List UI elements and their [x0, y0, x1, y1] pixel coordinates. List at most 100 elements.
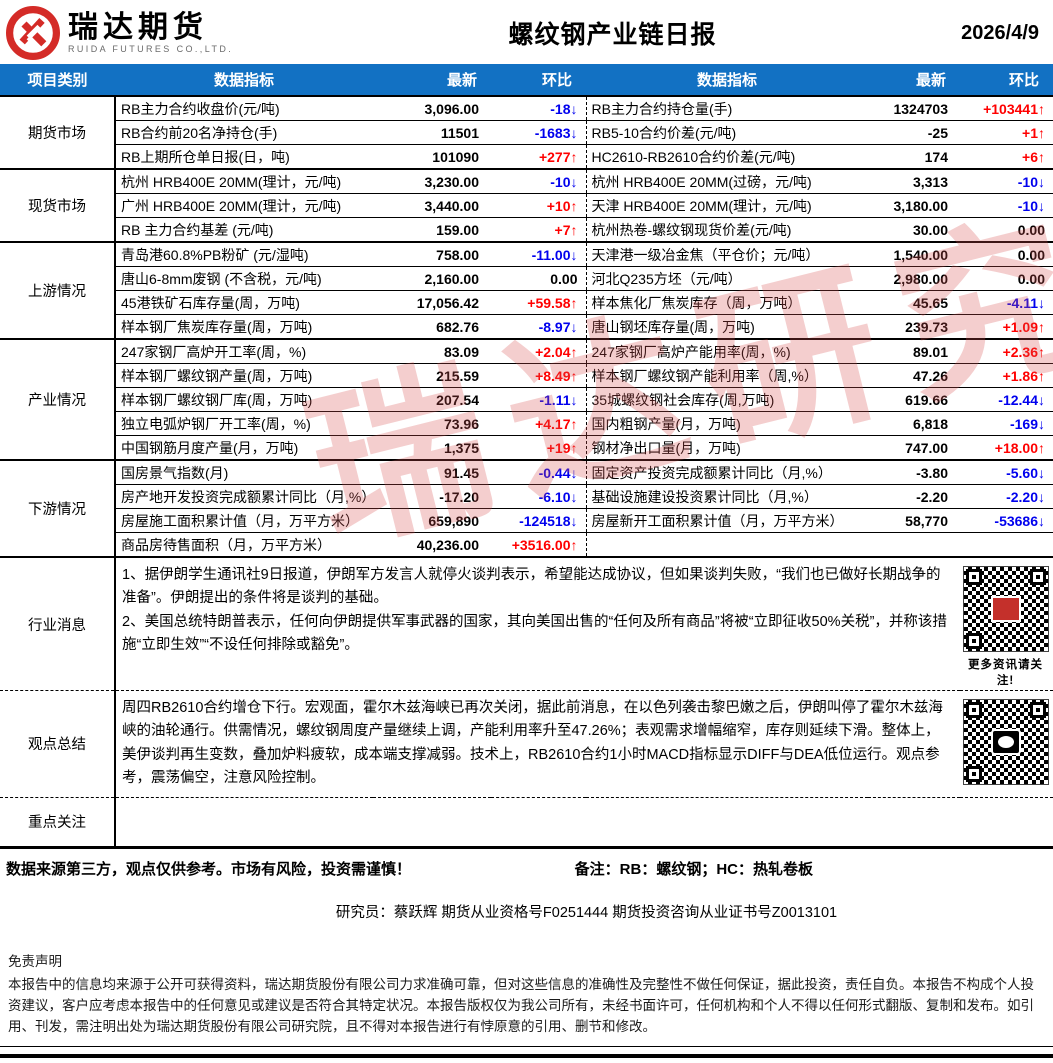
indicator-label: 广州 HRB400E 20MM(理计，元/吨) [115, 193, 373, 218]
indicator-label: RB合约前20名净持仓(手) [115, 120, 373, 145]
latest-value: -17.20 [373, 484, 491, 509]
latest-value: 30.00 [868, 217, 960, 243]
report-header: 瑞达期货 RUIDA FUTURES CO.,LTD. 螺纹钢产业链日报 202… [0, 0, 1053, 64]
latest-value: 91.45 [373, 459, 491, 485]
mom-change: 0.00 [491, 266, 586, 291]
abbrev-note: 备注：RB：螺纹钢；HC：热轧卷板 [574, 860, 813, 878]
latest-value: 45.65 [868, 290, 960, 315]
table-row: 45港铁矿石库存量(周，万吨) 17,056.42 +59.58↑ 样本焦化厂焦炭库存… [0, 290, 1053, 315]
footnote: 数据来源第三方，观点仅供参考。市场有风险，投资需谨慎！ 备注：RB：螺纹钢；HC… [0, 849, 1053, 879]
qr-code-icon [960, 697, 1051, 787]
indicator-label: 青岛港60.8%PB粉矿 (元/湿吨) [115, 241, 373, 267]
table-row: RB合约前20名净持仓(手) 11501 -1683↓ RB5-10合约价差(元/吨)… [0, 120, 1053, 145]
indicator-label: 房屋施工面积累计值（月，万平方米） [115, 508, 373, 533]
latest-value: 58,770 [868, 508, 960, 533]
company-logo: 瑞达期货 RUIDA FUTURES CO.,LTD. [6, 6, 336, 60]
key-focus-content [115, 796, 1053, 849]
mom-change: +18.00↑ [960, 435, 1053, 461]
latest-value: 207.54 [373, 387, 491, 412]
mom-change: +7↑ [491, 217, 586, 243]
mom-change: 0.00 [960, 217, 1053, 243]
table-row: 房产地开发投资完成额累计同比（月,%） -17.20 -6.10↓ 基础设施建设投资累… [0, 484, 1053, 509]
mom-change: 0.00 [960, 241, 1053, 267]
indicator-label: 样本钢厂焦炭库存量(周，万吨) [115, 314, 373, 340]
table-row: 唐山6-8mm废钢 (不含税，元/吨) 2,160.00 0.00 河北Q235方坯（… [0, 266, 1053, 291]
mom-change: -6.10↓ [491, 484, 586, 509]
indicator-label: 样本焦化厂焦炭库存（周，万吨） [585, 290, 868, 315]
table-row: 下游情况 国房景气指数(月) 91.45 -0.44↓ 固定资产投资完成额累计同比（月,… [0, 459, 1053, 557]
mom-change: -1.11↓ [491, 387, 586, 412]
category-cell: 观点总结 [0, 690, 116, 798]
mom-change: -169↓ [960, 411, 1053, 436]
latest-value: 215.59 [373, 363, 491, 388]
researcher-line: 研究员：蔡跃辉 期货从业资格号F0251444 期货投资咨询从业证书号Z0013… [335, 904, 838, 921]
mom-change: +19↑ [491, 435, 586, 461]
mom-change: +8.49↑ [491, 363, 586, 388]
mom-change: -10↓ [960, 193, 1053, 218]
mom-change: -0.44↓ [491, 459, 586, 485]
mom-change: +59.58↑ [491, 290, 586, 315]
latest-value: 101090 [373, 144, 491, 170]
latest-value: 758.00 [373, 241, 491, 267]
indicator-label: 唐山钢坯库存量(周，万吨) [585, 314, 868, 340]
latest-value: 3,096.00 [373, 95, 491, 121]
mom-change: -18↓ [491, 95, 586, 121]
latest-value: 6,818 [868, 411, 960, 436]
indicator-label: 钢材净出口量(月，万吨) [585, 435, 868, 461]
category-cell: 重点关注 [0, 796, 116, 849]
col-category: 项目类别 [0, 64, 115, 96]
mom-change: -5.60↓ [960, 459, 1053, 485]
mom-change: +10↑ [491, 193, 586, 218]
category-cell: 现货市场 [0, 168, 116, 242]
latest-value: 174 [868, 144, 960, 170]
latest-value: 239.73 [868, 314, 960, 340]
indicator-label: 样本钢厂螺纹钢产量(周，万吨) [115, 363, 373, 388]
latest-value: 89.01 [868, 338, 960, 364]
latest-value: 3,313 [868, 168, 960, 194]
indicator-label: 基础设施建设投资累计同比（月,%） [585, 484, 868, 509]
mom-change: +1↑ [960, 120, 1053, 145]
risk-note: 数据来源第三方，观点仅供参考。市场有风险，投资需谨慎！ [6, 860, 412, 878]
mom-change: -1683↓ [491, 120, 586, 145]
qr-code-icon [960, 564, 1051, 654]
col-indicator-left: 数据指标 [115, 64, 373, 96]
category-cell: 行业消息 [0, 556, 116, 691]
latest-value: 659,890 [373, 508, 491, 533]
indicator-label: 唐山6-8mm废钢 (不含税，元/吨) [115, 266, 373, 291]
disclaimer-title: 免责声明 [8, 953, 62, 969]
indicator-label: 国房景气指数(月) [115, 459, 373, 485]
category-cell: 期货市场 [0, 95, 116, 169]
mom-change: 0.00 [960, 266, 1053, 291]
latest-value: 2,160.00 [373, 266, 491, 291]
latest-value: 1,540.00 [868, 241, 960, 267]
latest-value: -2.20 [868, 484, 960, 509]
viewpoint-text: 周四RB2610合约增仓下行。宏观面，霍尔木兹海峡已再次关闭，据此前消息，在以色… [115, 690, 960, 798]
indicator-label: 样本钢厂螺纹钢厂库(周，万吨) [115, 387, 373, 412]
table-row: 样本钢厂螺纹钢产量(周，万吨) 215.59 +8.49↑ 样本钢厂螺纹钢产能利用率（… [0, 363, 1053, 388]
indicator-label: 国内粗钢产量(月，万吨) [585, 411, 868, 436]
col-latest-left: 最新 [373, 64, 491, 96]
table-row: 商品房待售面积（月，万平方米） 40,236.00 +3516.00↑ [0, 532, 1053, 558]
mom-change: -8.97↓ [491, 314, 586, 340]
mom-change: -10↓ [491, 168, 586, 194]
latest-value: 40,236.00 [373, 532, 491, 558]
table-row: 独立电弧炉钢厂开工率(周，%) 73.96 +4.17↑ 国内粗钢产量(月，万吨) 6,… [0, 411, 1053, 436]
latest-value: 11501 [373, 120, 491, 145]
table-row: 期货市场 RB主力合约收盘价(元/吨) 3,096.00 -18↓ RB主力合约持仓量(… [0, 95, 1053, 169]
indicator-label: 固定资产投资完成额累计同比（月,%） [585, 459, 868, 485]
table-header-row: 项目类别 数据指标 最新 环比 数据指标 最新 环比 [0, 64, 1053, 96]
key-focus-row: 重点关注 [0, 796, 1053, 849]
report-table-special: 行业消息 1、据伊朗学生通讯社9日报道，伊朗军方发言人就停火谈判表示，希望能达成… [0, 556, 1053, 849]
latest-value: 1,375 [373, 435, 491, 461]
company-name: 瑞达期货 [68, 10, 208, 44]
table-row: 样本钢厂螺纹钢厂库(周，万吨) 207.54 -1.11↓ 35城螺纹钢社会库存(周,… [0, 387, 1053, 412]
mom-change: -53686↓ [960, 508, 1053, 533]
indicator-label: RB5-10合约价差(元/吨) [585, 120, 868, 145]
mom-change: -11.00↓ [491, 241, 586, 267]
mom-change: -10↓ [960, 168, 1053, 194]
table-row: 房屋施工面积累计值（月，万平方米） 659,890 -124518↓ 房屋新开工面积累… [0, 508, 1053, 533]
indicator-label: 房产地开发投资完成额累计同比（月,%） [115, 484, 373, 509]
latest-value [868, 532, 960, 558]
table-row: 产业情况 247家钢厂高炉开工率(周，%) 83.09 +2.04↑ 247家钢厂高炉产… [0, 338, 1053, 460]
col-mom-left: 环比 [491, 64, 586, 96]
